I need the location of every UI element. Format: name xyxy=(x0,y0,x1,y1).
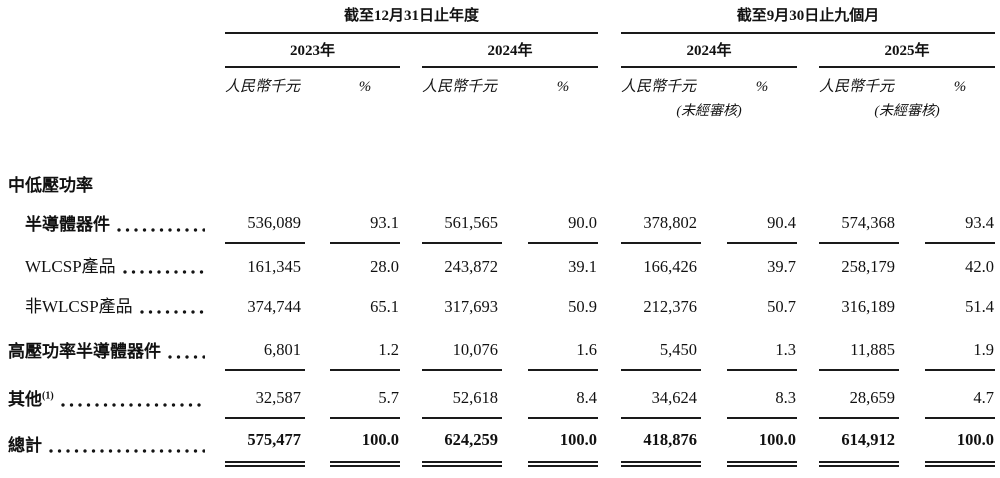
unit-header-row: 人民幣千元 % 人民幣千元 % 人民幣千元 % 人民幣千元 % xyxy=(0,68,995,98)
dot-leader xyxy=(122,269,205,275)
dot-leader xyxy=(49,448,205,454)
percent-label: % xyxy=(755,79,769,95)
amount-cell: 10,076 xyxy=(422,323,502,371)
percent-cell: 28.0 xyxy=(370,257,399,276)
row-label: WLCSP產品 xyxy=(0,244,225,283)
row-label: 其他(1) xyxy=(0,371,225,419)
amount-cell: 561,565 xyxy=(422,200,502,244)
percent-cell: 50.7 xyxy=(767,297,797,316)
percent-cell: 100.0 xyxy=(925,419,996,467)
amount-cell: 5,450 xyxy=(621,323,702,371)
period-group-row: 截至12月31日止年度 截至9月30日止九個月 xyxy=(0,0,996,34)
percent-cell: 39.1 xyxy=(568,257,598,276)
amount-cell: 574,368 xyxy=(819,200,900,244)
amount-cell: 316,189 xyxy=(841,297,896,316)
amount-cell: 34,624 xyxy=(621,371,702,419)
table-row-semiconductor-devices: 半導體器件 536,089 93.1 561,565 90.0 378,802 … xyxy=(0,200,996,244)
percent-cell: 90.4 xyxy=(727,200,798,244)
percent-cell: 1.3 xyxy=(727,323,798,371)
table-row-high-voltage-semiconductor-devices: 高壓功率半導體器件 6,801 1.2 10,076 1.6 5,450 1.3… xyxy=(0,323,996,371)
percent-cell: 90.0 xyxy=(528,200,599,244)
percent-cell: 39.7 xyxy=(767,257,797,276)
row-label: 半導體器件 xyxy=(0,200,225,244)
amount-cell: 624,259 xyxy=(422,419,502,467)
table-row-non-wlcsp-products: 非WLCSP產品 374,744 65.1 317,693 50.9 212,3… xyxy=(0,283,995,323)
amount-cell: 11,885 xyxy=(819,323,900,371)
spacer-row xyxy=(0,124,995,170)
percent-cell: 50.9 xyxy=(568,297,598,316)
amount-cell: 28,659 xyxy=(819,371,900,419)
table-row-mid-low-voltage-heading: 中低壓功率 xyxy=(0,170,995,200)
amount-cell: 52,618 xyxy=(422,371,502,419)
dot-leader xyxy=(117,227,205,233)
percent-cell: 93.4 xyxy=(925,200,996,244)
dot-leader xyxy=(60,402,205,408)
percent-cell: 5.7 xyxy=(330,371,400,419)
percent-cell: 100.0 xyxy=(528,419,599,467)
percent-cell: 8.3 xyxy=(727,371,798,419)
year-header-row: 2023年 2024年 2024年 2025年 xyxy=(0,34,996,68)
percent-cell: 100.0 xyxy=(330,419,400,467)
table-row-total: 總計 575,477 100.0 624,259 100.0 418,876 1… xyxy=(0,419,996,467)
percent-cell: 4.7 xyxy=(925,371,996,419)
unit-label: 人民幣千元 xyxy=(422,79,498,95)
percent-cell: 42.0 xyxy=(965,257,995,276)
amount-cell: 317,693 xyxy=(444,297,498,316)
period-group-annual: 截至12月31日止年度 xyxy=(225,0,599,34)
dot-leader xyxy=(139,309,205,315)
amount-cell: 418,876 xyxy=(621,419,702,467)
unaudited-note: (未經審核) xyxy=(676,104,742,119)
amount-cell: 32,587 xyxy=(225,371,305,419)
row-label: 總計 xyxy=(0,419,225,467)
percent-cell: 1.6 xyxy=(528,323,599,371)
amount-cell: 536,089 xyxy=(225,200,305,244)
amount-cell: 374,744 xyxy=(247,297,301,316)
percent-cell: 65.1 xyxy=(370,297,399,316)
percent-cell: 8.4 xyxy=(528,371,599,419)
percent-label: % xyxy=(358,79,372,95)
unit-label: 人民幣千元 xyxy=(225,79,301,95)
row-label: 非WLCSP產品 xyxy=(0,283,225,323)
unit-label: 人民幣千元 xyxy=(819,79,895,95)
unit-label: 人民幣千元 xyxy=(621,79,697,95)
amount-cell: 166,426 xyxy=(643,257,698,276)
dot-leader xyxy=(168,354,205,360)
percent-label: % xyxy=(953,79,967,95)
row-label: 高壓功率半導體器件 xyxy=(0,323,225,371)
amount-cell: 6,801 xyxy=(225,323,305,371)
revenue-breakdown-table: 截至12月31日止年度 截至9月30日止九個月 2023年 2024年 2024… xyxy=(0,0,996,467)
percent-cell: 93.1 xyxy=(330,200,400,244)
table-row-others: 其他(1) 32,587 5.7 52,618 8.4 34,624 8.3 2… xyxy=(0,371,996,419)
amount-cell: 614,912 xyxy=(819,419,900,467)
unaudited-note: (未經審核) xyxy=(874,104,940,119)
amount-cell: 243,872 xyxy=(444,257,498,276)
percent-cell: 1.2 xyxy=(330,323,400,371)
amount-cell: 575,477 xyxy=(225,419,305,467)
amount-cell: 161,345 xyxy=(247,257,301,276)
amount-cell: 212,376 xyxy=(643,297,698,316)
footnote-marker: (1) xyxy=(42,390,54,402)
percent-cell: 51.4 xyxy=(965,297,995,316)
unaudited-note-row: (未經審核) (未經審核) xyxy=(0,98,995,124)
year-header-2024: 2024年 xyxy=(422,34,599,68)
amount-cell: 258,179 xyxy=(841,257,896,276)
percent-cell: 1.9 xyxy=(925,323,996,371)
year-header-2025-9m: 2025年 xyxy=(819,34,996,68)
percent-cell: 100.0 xyxy=(727,419,798,467)
period-group-nine-months: 截至9月30日止九個月 xyxy=(621,0,996,34)
amount-cell: 378,802 xyxy=(621,200,702,244)
year-header-2024-9m: 2024年 xyxy=(621,34,798,68)
percent-label: % xyxy=(556,79,570,95)
row-label: 中低壓功率 xyxy=(8,176,93,195)
table-row-wlcsp-products: WLCSP產品 161,345 28.0 243,872 39.1 166,42… xyxy=(0,244,995,283)
year-header-2023: 2023年 xyxy=(225,34,400,68)
